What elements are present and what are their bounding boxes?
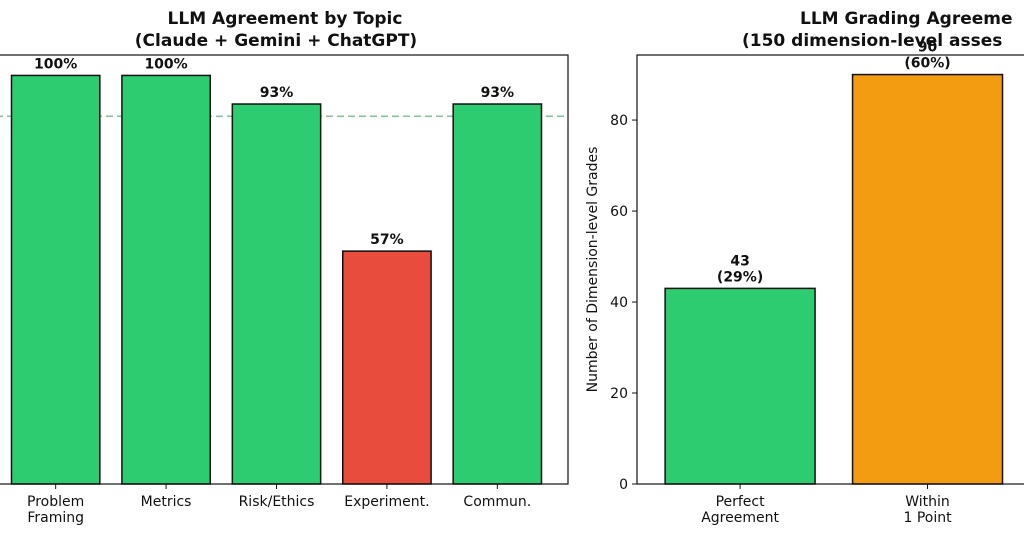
data-label: 93% bbox=[260, 85, 294, 101]
x-tick-label: Problem Framing bbox=[27, 494, 84, 526]
chart-subtitle: (150 dimension-level asses bbox=[742, 31, 1002, 51]
data-label: 93% bbox=[481, 85, 515, 101]
y-tick-label: 60 bbox=[610, 204, 628, 220]
data-label: 43 (29%) bbox=[717, 253, 763, 285]
x-tick-label: Perfect Agreement bbox=[701, 494, 779, 526]
x-tick-label: Commun. bbox=[463, 494, 531, 510]
bar bbox=[342, 250, 432, 485]
data-label: 57% bbox=[370, 232, 404, 248]
chart-title: LLM Grading Agreeme bbox=[800, 9, 1013, 29]
axes-frame bbox=[0, 54, 569, 485]
x-tick-label: Within 1 Point bbox=[903, 494, 952, 526]
bar bbox=[231, 103, 322, 485]
bar bbox=[664, 287, 816, 485]
x-tick-label: Risk/Ethics bbox=[239, 494, 315, 510]
data-label: 100% bbox=[34, 56, 77, 72]
bar bbox=[10, 74, 101, 485]
bar bbox=[121, 74, 211, 485]
data-label: 90 (60%) bbox=[904, 40, 950, 72]
bar bbox=[452, 103, 543, 485]
y-axis-label: Number of Dimension-level Grades bbox=[585, 147, 601, 393]
y-tick-label: 40 bbox=[610, 295, 628, 311]
axes-frame bbox=[636, 54, 1024, 485]
x-tick-label: Experiment. bbox=[344, 494, 429, 510]
x-tick-label: Metrics bbox=[141, 494, 192, 510]
chart-subtitle: (Claude + Gemini + ChatGPT) bbox=[135, 31, 417, 51]
y-tick-label: 0 bbox=[619, 477, 628, 493]
data-label: 100% bbox=[144, 56, 187, 72]
chart-title: LLM Agreement by Topic bbox=[168, 9, 403, 29]
y-tick-label: 80 bbox=[610, 113, 628, 129]
y-tick-label: 20 bbox=[610, 386, 628, 402]
bar bbox=[851, 73, 1004, 485]
